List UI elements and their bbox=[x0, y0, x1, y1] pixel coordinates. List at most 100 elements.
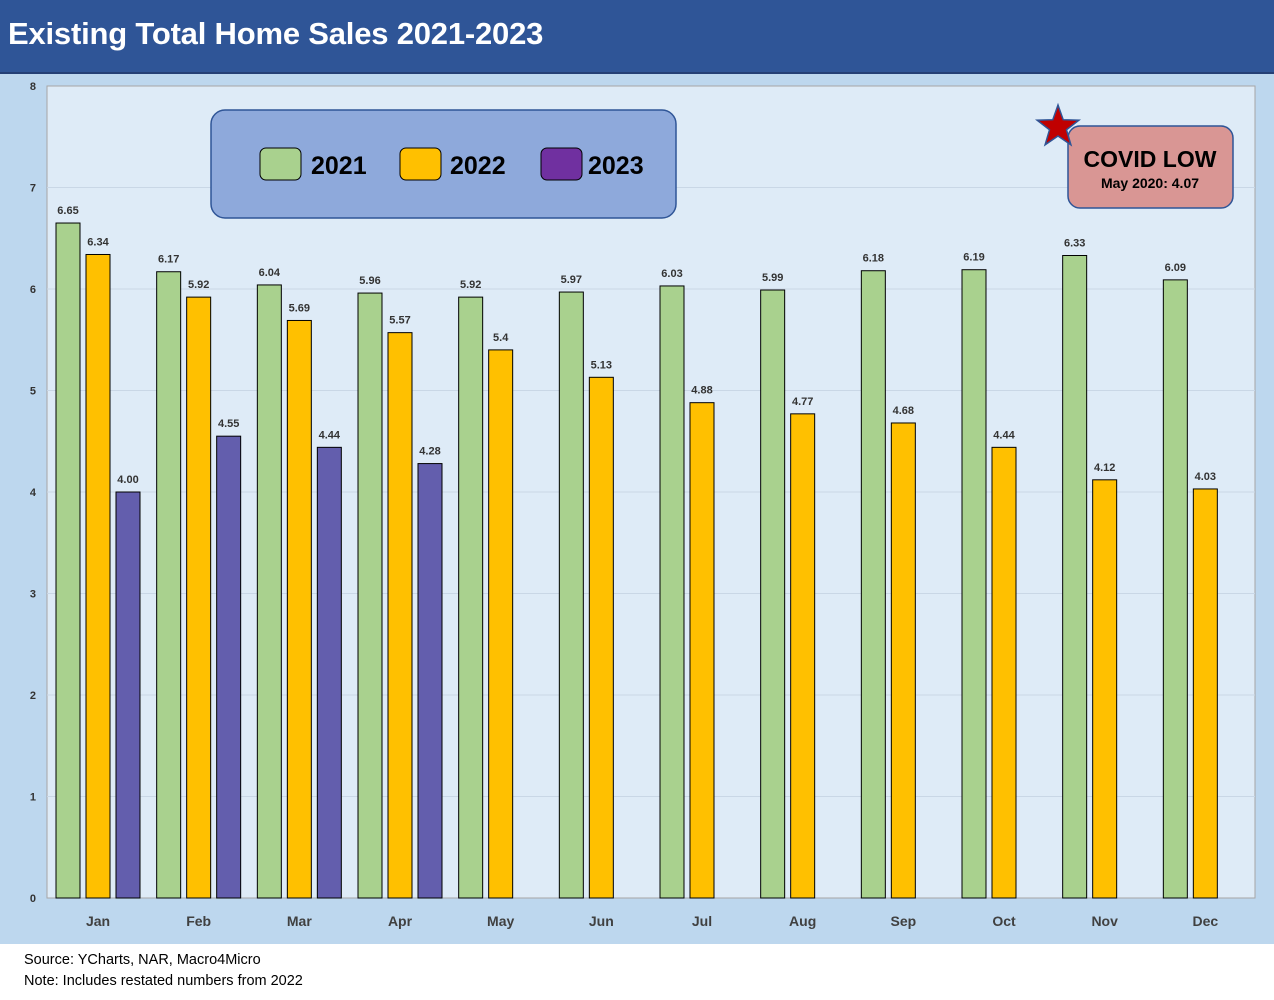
data-label-2022-jun: 5.13 bbox=[591, 359, 612, 371]
y-tick-label: 6 bbox=[30, 284, 36, 296]
legend-swatch-2022 bbox=[399, 147, 442, 181]
x-tick-label-jun: Jun bbox=[589, 913, 614, 929]
data-label-2021-may: 5.92 bbox=[460, 279, 481, 291]
data-label-2022-jan: 6.34 bbox=[87, 236, 109, 248]
x-tick-label-apr: Apr bbox=[388, 913, 413, 929]
covid-annotation: COVID LOW May 2020: 4.07 bbox=[1034, 102, 1234, 209]
chart-area: 0 1 2 3 4 5 6 7 8 6.65 6.34 4.00 6.17 5.92 4.55 6.04 5.… bbox=[0, 74, 1274, 944]
bar-2022-may bbox=[488, 349, 514, 899]
x-tick-label-may: May bbox=[487, 913, 514, 929]
bar-2021-jul bbox=[659, 285, 685, 899]
data-label-2022-feb: 5.92 bbox=[188, 279, 209, 291]
x-tick-label-jan: Jan bbox=[86, 913, 110, 929]
bar-2022-nov bbox=[1092, 479, 1118, 899]
covid-title: COVID LOW bbox=[1084, 146, 1217, 172]
bar-2021-feb bbox=[156, 271, 182, 899]
bar-2023-mar bbox=[316, 446, 342, 899]
data-label-2021-mar: 6.04 bbox=[259, 267, 281, 279]
y-tick-label: 7 bbox=[30, 183, 36, 195]
data-label-2021-aug: 5.99 bbox=[762, 272, 783, 284]
x-tick-label-nov: Nov bbox=[1091, 913, 1118, 929]
y-axis-ticks: 0 1 2 3 4 5 6 7 8 bbox=[30, 81, 37, 905]
data-label-2021-apr: 5.96 bbox=[359, 275, 380, 287]
data-label-2022-apr: 5.57 bbox=[389, 315, 410, 327]
legend-label-2022: 2022 bbox=[450, 152, 506, 180]
data-label-2021-jun: 5.97 bbox=[561, 274, 582, 286]
data-label-2023-jan: 4.00 bbox=[117, 474, 138, 486]
legend-label-2023: 2023 bbox=[588, 152, 644, 180]
bar-2022-oct bbox=[991, 446, 1017, 899]
bar-2023-apr bbox=[417, 463, 443, 899]
x-tick-label-dec: Dec bbox=[1192, 913, 1218, 929]
data-label-2023-apr: 4.28 bbox=[419, 446, 440, 458]
x-tick-label-aug: Aug bbox=[789, 913, 816, 929]
bar-2023-feb bbox=[216, 435, 242, 899]
bar-2022-feb bbox=[186, 296, 212, 899]
y-tick-label: 2 bbox=[30, 690, 36, 702]
x-tick-label-jul: Jul bbox=[692, 913, 712, 929]
bar-2021-jan bbox=[55, 222, 81, 899]
y-tick-label: 0 bbox=[30, 893, 36, 905]
bar-2022-dec bbox=[1192, 488, 1218, 899]
bar-2022-mar bbox=[286, 319, 312, 899]
y-tick-label: 5 bbox=[30, 386, 36, 398]
data-label-2021-nov: 6.33 bbox=[1064, 238, 1085, 250]
data-labels: 6.65 6.34 4.00 6.17 5.92 4.55 6.04 5.69 4.44 5.96… bbox=[57, 205, 1216, 486]
data-label-2022-jul: 4.88 bbox=[691, 385, 712, 397]
data-label-2022-may: 5.4 bbox=[493, 332, 509, 344]
bar-2022-sep bbox=[890, 422, 916, 899]
x-tick-label-oct: Oct bbox=[992, 913, 1016, 929]
data-label-2021-feb: 6.17 bbox=[158, 254, 179, 266]
data-label-2021-jan: 6.65 bbox=[57, 205, 78, 217]
bar-2021-jun bbox=[558, 291, 584, 899]
legend-item-2022: 2022 bbox=[399, 147, 506, 181]
legend-swatch-2021 bbox=[259, 147, 302, 181]
data-label-2022-nov: 4.12 bbox=[1094, 462, 1115, 474]
restated-note: Note: Includes restated numbers from 202… bbox=[24, 973, 303, 989]
legend: 2021 2022 2023 bbox=[210, 109, 677, 219]
data-label-2021-dec: 6.09 bbox=[1165, 262, 1186, 274]
bar-2022-apr bbox=[387, 332, 413, 899]
bar-2021-dec bbox=[1162, 279, 1188, 899]
bar-2022-jul bbox=[689, 402, 715, 899]
data-label-2022-sep: 4.68 bbox=[893, 405, 914, 417]
x-tick-label-sep: Sep bbox=[890, 913, 916, 929]
page-title: Existing Total Home Sales 2021-2023 bbox=[8, 16, 544, 51]
bar-2021-apr bbox=[357, 292, 383, 899]
bars bbox=[55, 222, 1218, 899]
bar-2021-aug bbox=[760, 289, 786, 899]
bar-2021-may bbox=[458, 296, 484, 899]
source-note: Source: YCharts, NAR, Macro4Micro bbox=[24, 952, 261, 968]
title-bar: Existing Total Home Sales 2021-2023 bbox=[0, 0, 1274, 74]
bar-2023-jan bbox=[115, 491, 141, 899]
bar-2021-oct bbox=[961, 269, 987, 899]
data-label-2021-jul: 6.03 bbox=[661, 268, 682, 280]
y-tick-label: 1 bbox=[30, 792, 36, 804]
bar-chart: 0 1 2 3 4 5 6 7 8 6.65 6.34 4.00 6.17 5.92 4.55 6.04 5.… bbox=[30, 81, 1256, 929]
data-label-2022-dec: 4.03 bbox=[1195, 471, 1216, 483]
data-label-2022-aug: 4.77 bbox=[792, 396, 813, 408]
x-axis-ticks: Jan Feb Mar Apr May Jun Jul Aug Sep Oct Nov Dec bbox=[86, 913, 1218, 929]
footer: Source: YCharts, NAR, Macro4Micro Note: … bbox=[24, 950, 303, 992]
legend-label-2021: 2021 bbox=[311, 152, 367, 180]
covid-subtitle: May 2020: 4.07 bbox=[1101, 175, 1199, 191]
y-tick-label: 3 bbox=[30, 589, 36, 601]
legend-item-2021: 2021 bbox=[259, 147, 367, 181]
data-label-2021-sep: 6.18 bbox=[863, 253, 884, 265]
data-label-2021-oct: 6.19 bbox=[963, 252, 984, 264]
data-label-2023-mar: 4.44 bbox=[319, 429, 341, 441]
bar-2022-jan bbox=[85, 253, 111, 899]
legend-item-2023: 2023 bbox=[540, 147, 644, 181]
x-tick-label-mar: Mar bbox=[287, 913, 312, 929]
y-tick-label: 4 bbox=[30, 487, 37, 499]
bar-2022-aug bbox=[790, 413, 816, 899]
data-label-2022-mar: 5.69 bbox=[289, 302, 310, 314]
gridlines bbox=[47, 187, 1255, 797]
bar-2021-sep bbox=[860, 270, 886, 899]
bar-2022-jun bbox=[588, 376, 614, 899]
x-tick-label-feb: Feb bbox=[186, 913, 211, 929]
data-label-2022-oct: 4.44 bbox=[993, 429, 1015, 441]
star-icon bbox=[1034, 102, 1082, 147]
bar-2021-mar bbox=[256, 284, 282, 899]
y-tick-label: 8 bbox=[30, 81, 36, 93]
